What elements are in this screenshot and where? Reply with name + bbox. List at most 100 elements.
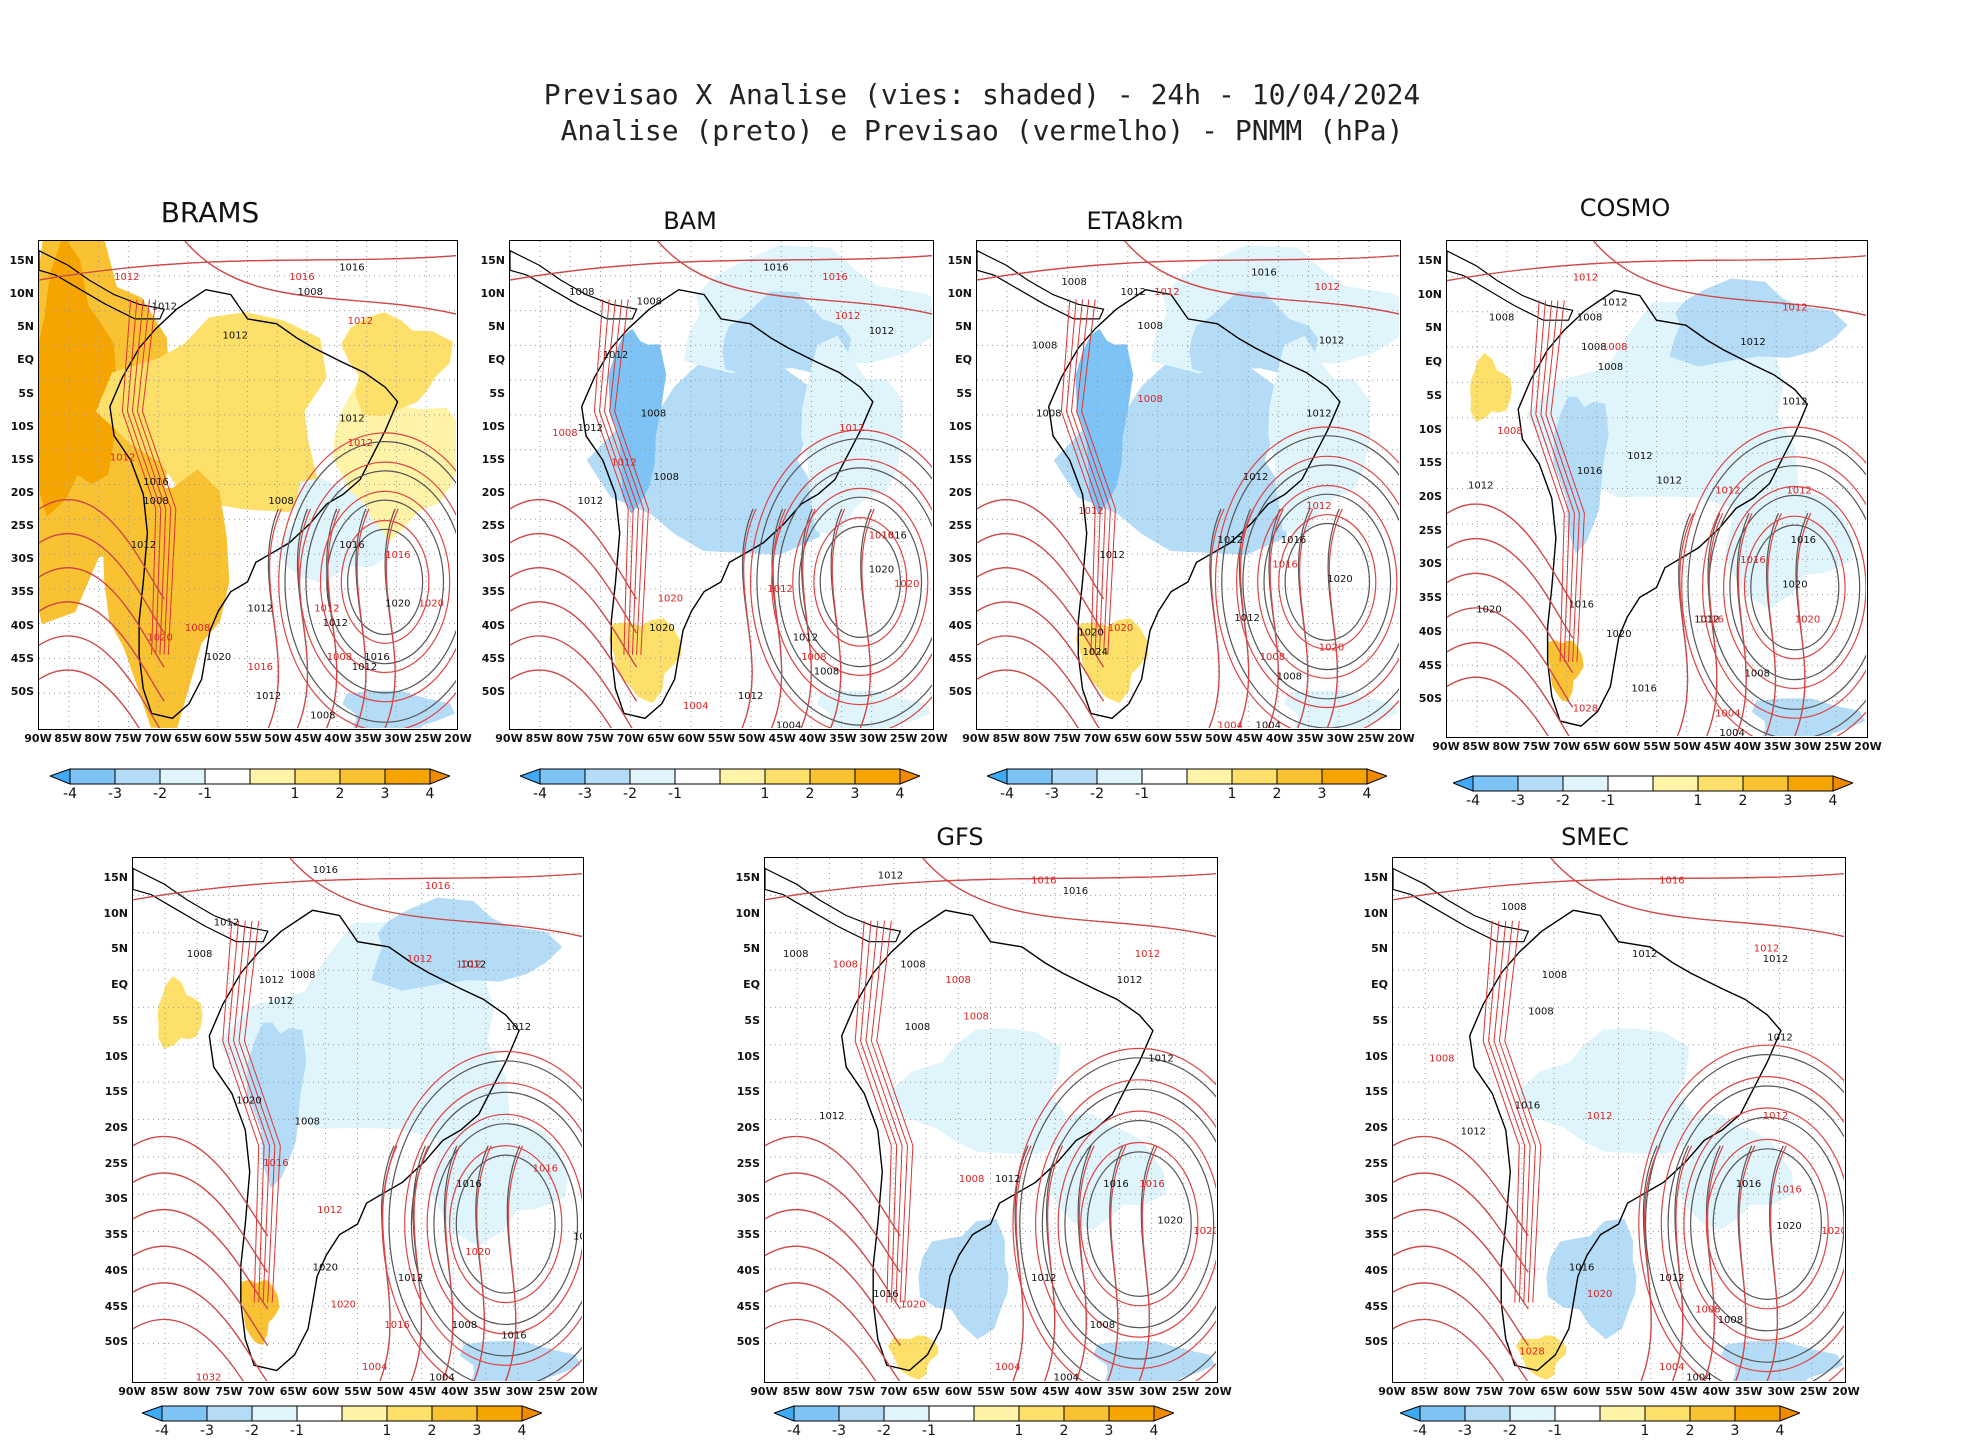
colorbar-segment (296, 1405, 343, 1422)
colorbar-segment (539, 768, 586, 785)
colorbar-segment (793, 1405, 840, 1422)
lat-tick-label: 35S (948, 585, 972, 599)
colorbar-segment (204, 768, 251, 785)
lon-tick-label: 75W (215, 1385, 243, 1398)
bias-shade (1553, 396, 1609, 554)
analysis-isobar-label: 1008 (1036, 409, 1061, 420)
colorbar-segment (1554, 1405, 1601, 1422)
colorbar-label: -2 (877, 1423, 891, 1439)
lat-tick-label: 35S (104, 1228, 128, 1242)
forecast-isobar-label: 1012 (407, 954, 432, 965)
lat-tick-label: 30S (948, 552, 972, 566)
forecast-isobar-label: 1008 (1602, 342, 1627, 353)
lon-tick-label: 50W (264, 732, 292, 745)
analysis-isobar-label: 1012 (1099, 550, 1124, 561)
lon-tick-label: 25W (889, 732, 918, 745)
bias-shade (1075, 328, 1134, 514)
lon-tick-label: 20W (444, 732, 472, 745)
colorbar-segment (1096, 768, 1143, 785)
lon-tick-label: 35W (473, 1385, 501, 1398)
bias-shade (459, 1341, 581, 1381)
lat-tick-label: 15S (481, 452, 505, 466)
lon-tick-label: 70W (247, 1385, 275, 1398)
colorbar-segment (114, 768, 161, 785)
lat-tick-label: 15N (480, 254, 505, 267)
analysis-isobar-label: 1012 (603, 350, 628, 361)
analysis-isobar-label: 1008 (1718, 1315, 1743, 1326)
bias-shade (888, 1335, 939, 1380)
colorbar-label: 4 (1149, 1423, 1159, 1439)
analysis-isobar-label: 1012 (1659, 1273, 1684, 1284)
central-america-coastline (765, 867, 902, 943)
forecast-isobar-label: 1012 (1754, 944, 1779, 955)
analysis-isobar-label: 1012 (1740, 337, 1765, 348)
south-america-coastline (109, 288, 399, 720)
colorbar-segment (384, 768, 431, 785)
colorbar-segment (584, 768, 631, 785)
bias-shade (1075, 618, 1149, 704)
colorbar-segment (1562, 775, 1609, 792)
forecast-isobar-label: 1020 (894, 579, 919, 590)
lon-tick-label: 20W (920, 732, 948, 745)
analysis-isobar-label: 1012 (1632, 949, 1657, 960)
lat-tick-label: 35S (1364, 1228, 1388, 1242)
lat-tick-label: 5N (1371, 942, 1388, 956)
lon-tick-label: 50W (738, 732, 766, 745)
lat-tick-label: EQ (488, 353, 505, 367)
colorbar-label: -1 (922, 1423, 936, 1439)
lon-tick-label: 25W (1824, 740, 1852, 753)
lat-tick-label: 10S (736, 1049, 760, 1063)
forecast-isobar-label: 1008 (552, 428, 577, 439)
analysis-isobar-label: 1004 (1054, 1373, 1079, 1382)
forecast-isobar-label: 1008 (185, 623, 210, 634)
forecast-isobar-label: 1020 (419, 599, 444, 610)
lon-tick-label: 85W (992, 732, 1021, 745)
analysis-isobar-label: 1020 (573, 1231, 582, 1242)
forecast-isobar-label: 1016 (1659, 876, 1684, 887)
lat-tick-label: 20S (104, 1121, 128, 1134)
forecast-isobar-label: 1016 (1272, 560, 1297, 571)
lon-tick-label: 80W (1443, 1385, 1471, 1398)
lat-tick-label: 15S (1418, 456, 1442, 470)
analysis-isobar-label: 1020 (1078, 628, 1103, 639)
colorbar-segment (341, 1405, 388, 1422)
lon-tick-label: 55W (977, 1385, 1005, 1398)
lat-tick-label: 30S (104, 1192, 128, 1206)
colorbar-segment (1509, 1405, 1556, 1422)
analysis-isobar-label: 1016 (1577, 466, 1602, 477)
bias-shade (1093, 1341, 1215, 1381)
central-america-coastline (1447, 250, 1574, 321)
colorbar-label: 4 (1775, 1423, 1785, 1439)
bias-shade (96, 312, 327, 513)
forecast-isobar-label: 1012 (1154, 287, 1179, 298)
central-america-coastline (1393, 867, 1530, 943)
colorbar-label: -1 (1135, 786, 1149, 802)
lat-tick-label: 15S (948, 452, 972, 466)
forecast-isobar-label: 1020 (1319, 642, 1344, 653)
analysis-isobar-label: 1012 (214, 918, 239, 929)
forecast-isobar-label: 1012 (767, 584, 792, 595)
bias-shade (1725, 472, 1854, 609)
colorbar-label: 3 (850, 786, 860, 802)
lon-tick-label: 30W (1793, 740, 1822, 753)
colorbar-segment (809, 768, 856, 785)
colorbar-label: 1 (290, 786, 300, 802)
colorbar-label: 3 (1317, 786, 1327, 802)
analysis-isobar-label: 1008 (637, 297, 662, 308)
lon-tick-label: 85W (1410, 1385, 1439, 1398)
forecast-isobar-label: 1032 (196, 1373, 221, 1382)
lat-tick-label: 50S (104, 1335, 128, 1349)
analysis-isobar-label: 1020 (236, 1095, 261, 1106)
lat-tick-label: 45S (481, 651, 505, 665)
colorbar-segment (476, 1405, 523, 1422)
lat-tick-label: 5N (955, 320, 972, 334)
colorbar-label: -2 (1503, 1423, 1517, 1439)
lat-tick-label: 10N (480, 287, 505, 301)
analysis-isobar-label: 1012 (578, 423, 603, 434)
lon-tick-label: 30W (1326, 732, 1354, 745)
forecast-isobar-label: 1016 (289, 272, 314, 283)
lon-tick-label: 45W (1235, 732, 1263, 745)
analysis-isobar-label: 1016 (1281, 535, 1306, 546)
forecast-isobar-label: 1016 (1031, 876, 1056, 887)
analysis-isobar-label: 1016 (1569, 1263, 1594, 1274)
